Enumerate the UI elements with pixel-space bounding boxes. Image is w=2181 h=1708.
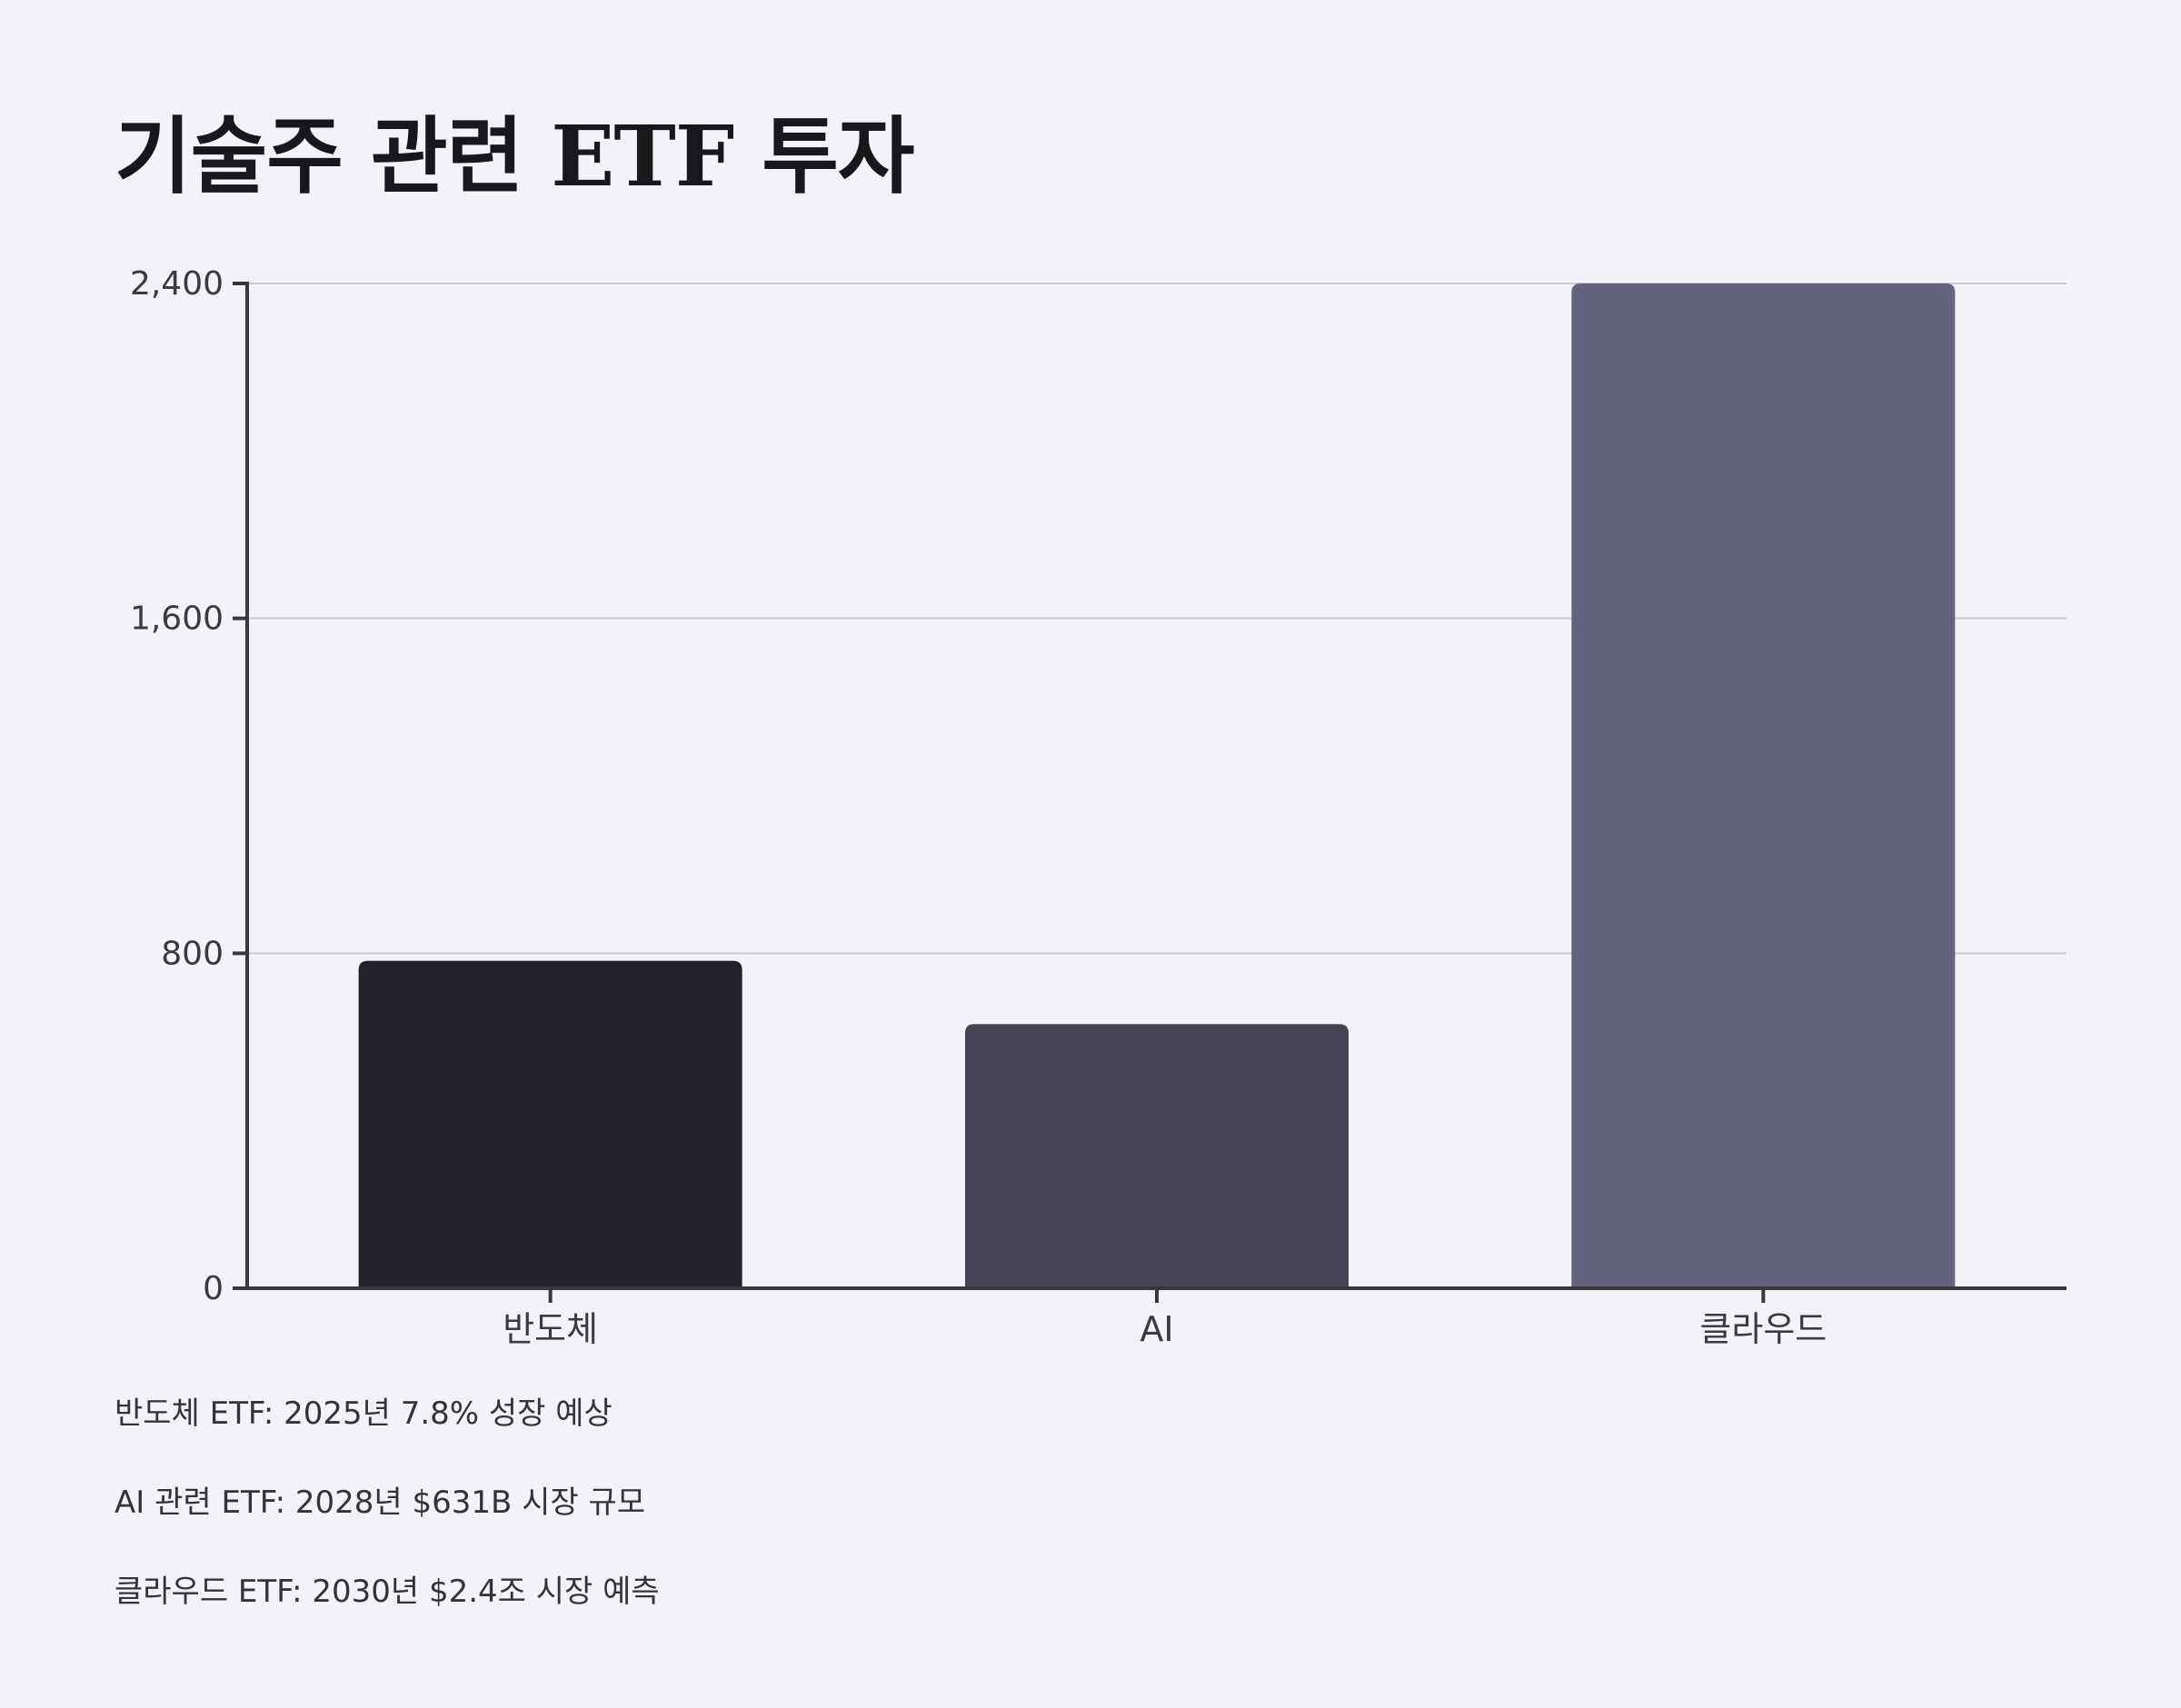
bar-0 [358,960,742,1288]
note-semiconductor: 반도체 ETF: 2025년 7.8% 성장 예상 [115,1395,612,1432]
bar-chart: 0 800 1,600 2,400 반도체 AI 클라우드 [130,265,2066,1349]
x-tick-label: 반도체 [503,1309,598,1349]
note-ai: AI 관련 ETF: 2028년 $631B 시장 규모 [115,1485,646,1521]
y-tick-label: 2,400 [130,265,224,303]
chart-title: 기술주 관련 ETF 투자 [115,107,914,205]
x-tick-label: 클라우드 [1699,1309,1827,1349]
y-tick-label: 800 [161,935,224,972]
x-tick-label: AI [1140,1309,1173,1349]
notes-list: 반도체 ETF: 2025년 7.8% 성장 예상 AI 관련 ETF: 202… [115,1392,660,1659]
note-cloud: 클라우드 ETF: 2030년 $2.4조 시장 예측 [115,1574,660,1610]
bar-1 [965,1024,1349,1288]
y-tick-label: 1,600 [130,601,224,638]
bar-2 [1571,283,1956,1288]
y-tick-label: 0 [203,1270,224,1307]
